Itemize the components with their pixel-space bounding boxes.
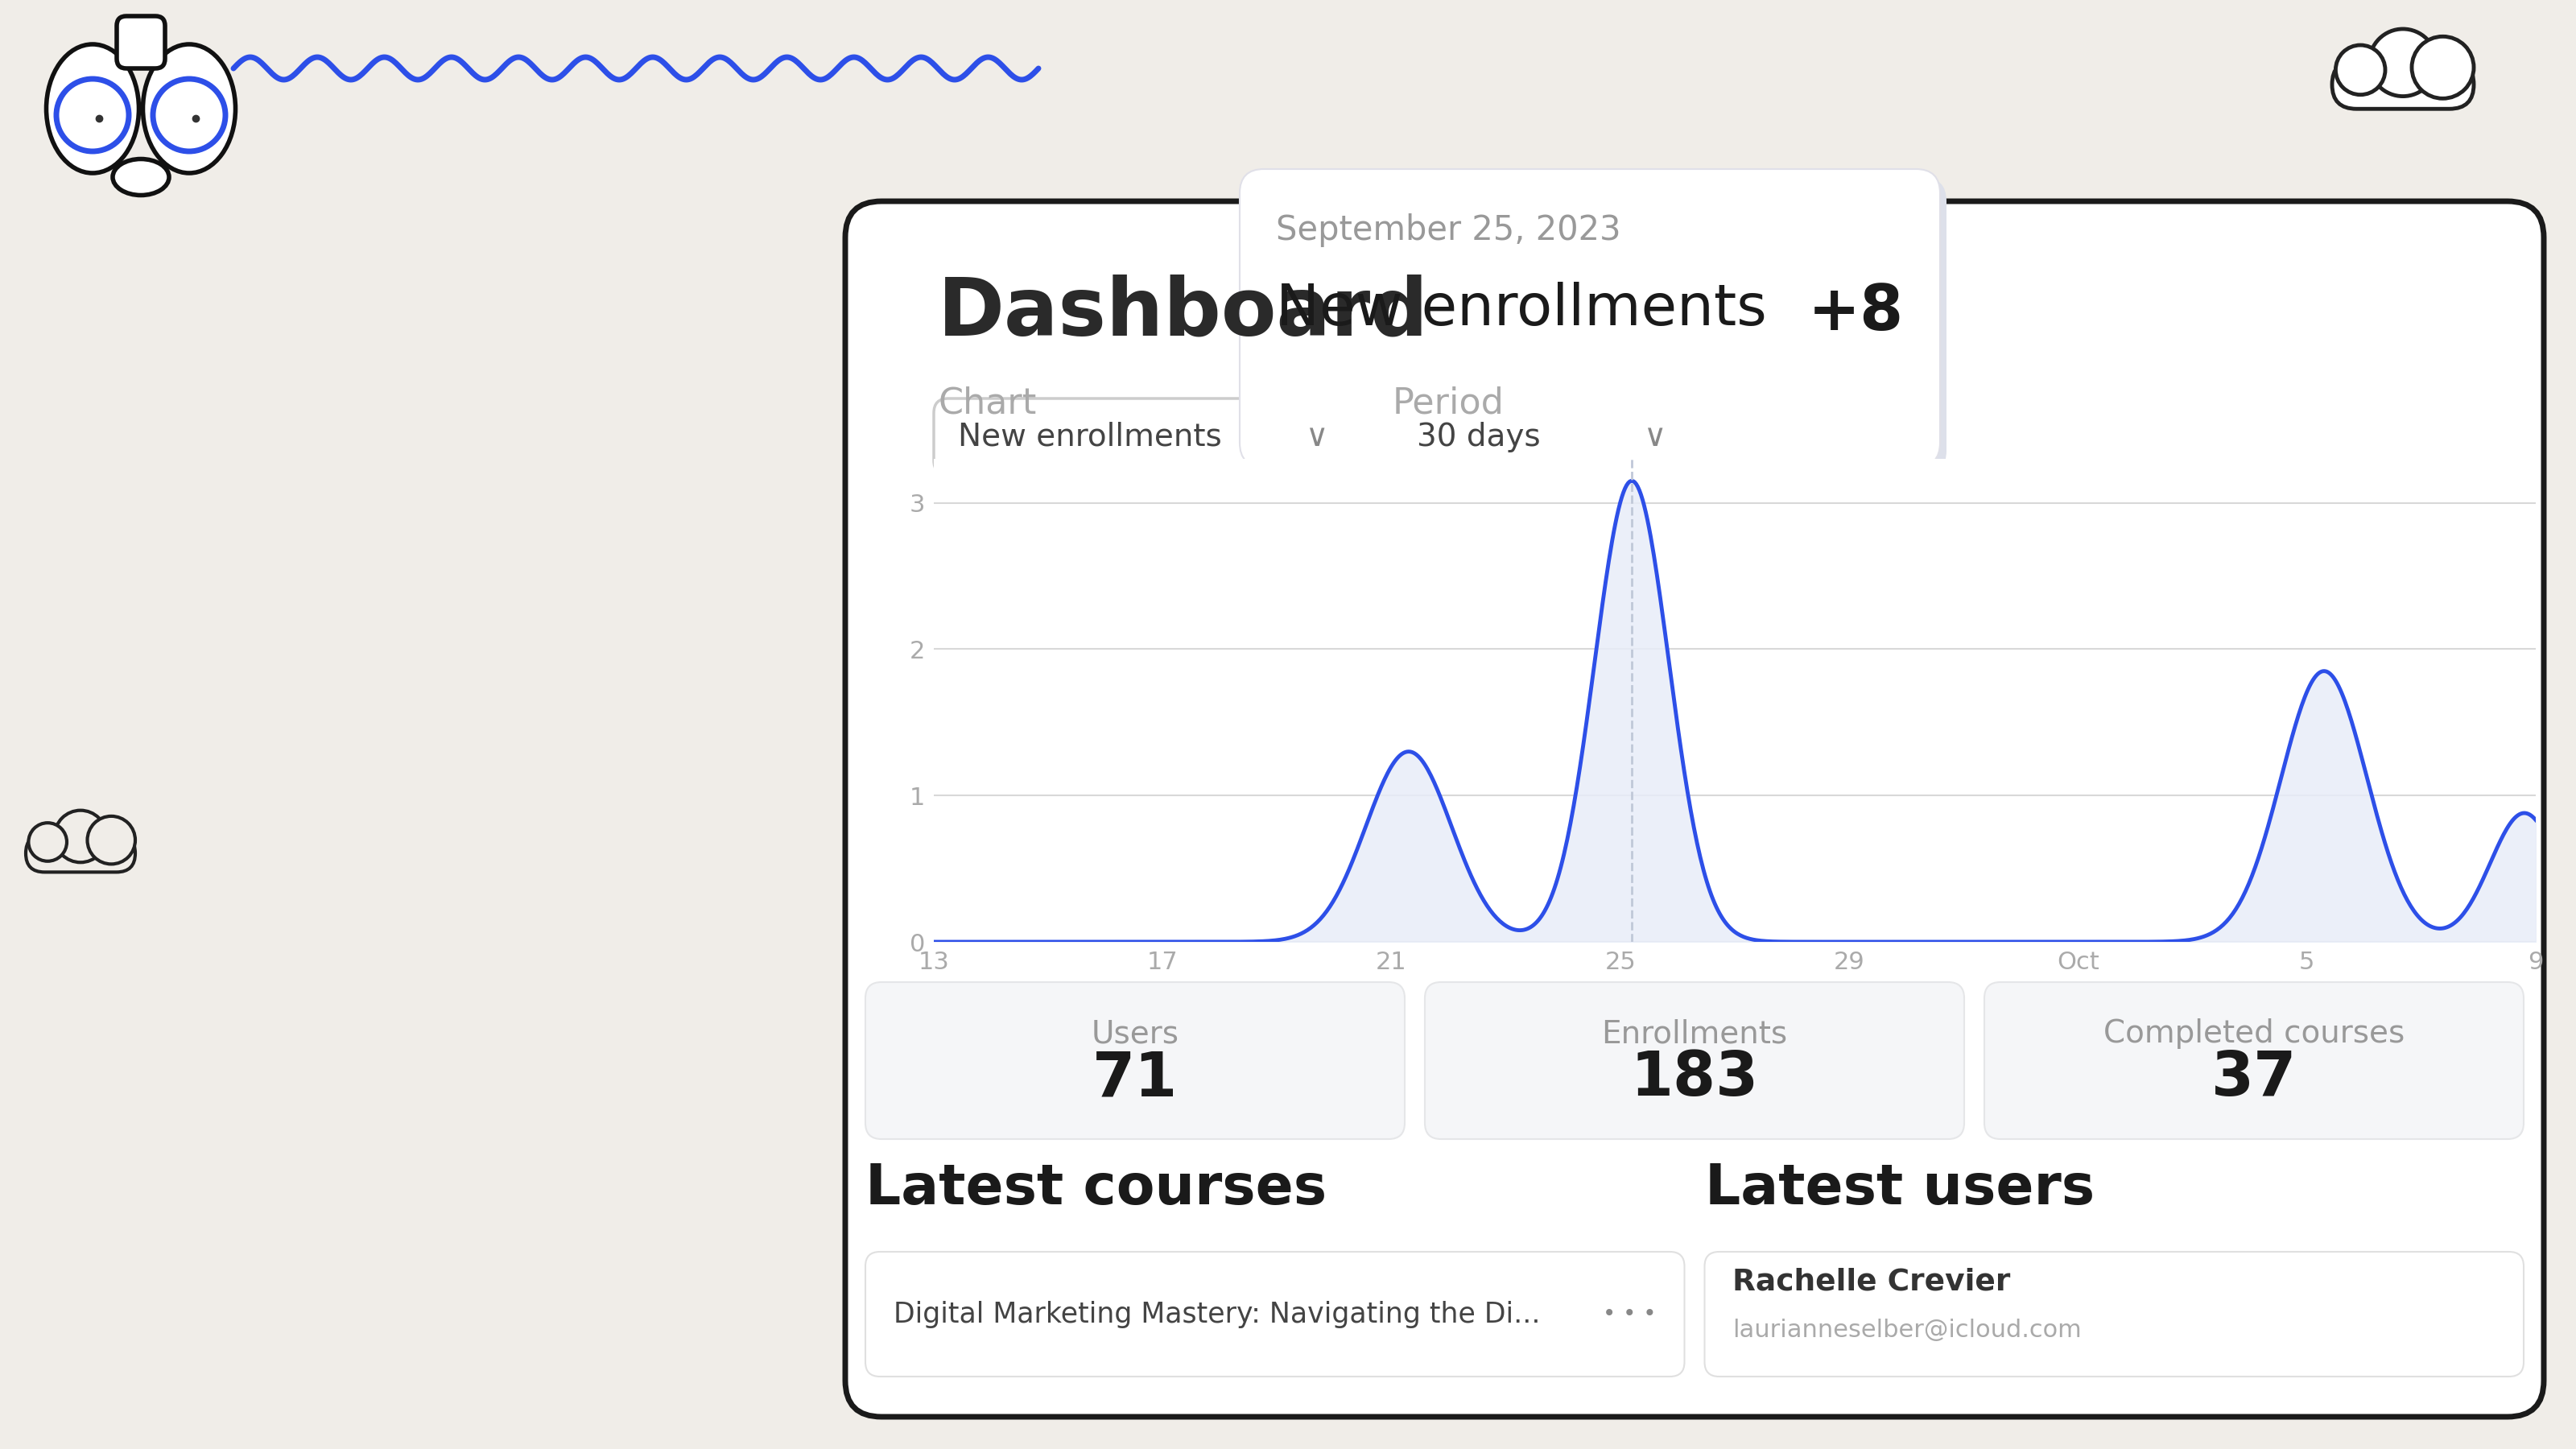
FancyBboxPatch shape	[116, 16, 165, 68]
Text: Digital Marketing Mastery: Navigating the Di...: Digital Marketing Mastery: Navigating th…	[894, 1301, 1540, 1327]
Ellipse shape	[46, 45, 139, 172]
Circle shape	[28, 823, 67, 861]
Circle shape	[2336, 45, 2385, 94]
Text: • • •: • • •	[1602, 1303, 1656, 1326]
FancyBboxPatch shape	[933, 398, 1352, 475]
Ellipse shape	[142, 45, 234, 172]
Text: Dashboard: Dashboard	[938, 274, 1430, 352]
Text: laurianneselber@icloud.com: laurianneselber@icloud.com	[1734, 1319, 2081, 1342]
FancyBboxPatch shape	[845, 201, 2545, 1417]
Text: ∨: ∨	[1643, 422, 1667, 452]
FancyBboxPatch shape	[1239, 170, 1940, 467]
Text: Enrollments: Enrollments	[1602, 1019, 1788, 1049]
Circle shape	[2370, 29, 2437, 96]
Text: 30 days: 30 days	[1417, 422, 1540, 452]
FancyBboxPatch shape	[2331, 61, 2473, 109]
Text: Latest users: Latest users	[1705, 1162, 2094, 1216]
Circle shape	[152, 78, 227, 151]
Text: New enrollments: New enrollments	[1275, 281, 1767, 338]
FancyBboxPatch shape	[1247, 177, 1947, 475]
Text: Period: Period	[1394, 387, 1504, 422]
Circle shape	[54, 810, 106, 862]
Text: 37: 37	[2210, 1049, 2298, 1108]
FancyBboxPatch shape	[1705, 1252, 2524, 1377]
Text: 71: 71	[1092, 1049, 1177, 1108]
FancyBboxPatch shape	[26, 835, 134, 872]
Text: New enrollments: New enrollments	[958, 422, 1221, 452]
FancyBboxPatch shape	[1425, 982, 1965, 1139]
FancyBboxPatch shape	[1394, 398, 1690, 475]
Text: Users: Users	[1092, 1019, 1180, 1049]
Circle shape	[2411, 36, 2473, 99]
Text: 183: 183	[1631, 1049, 1759, 1108]
Text: Latest courses: Latest courses	[866, 1162, 1327, 1216]
FancyBboxPatch shape	[1984, 982, 2524, 1139]
Text: Rachelle Crevier: Rachelle Crevier	[1734, 1268, 2012, 1297]
Circle shape	[57, 78, 129, 151]
FancyBboxPatch shape	[866, 982, 1404, 1139]
Ellipse shape	[113, 159, 170, 196]
Polygon shape	[1677, 465, 1721, 551]
Text: +8: +8	[1808, 281, 1904, 343]
Text: September 25, 2023: September 25, 2023	[1275, 213, 1620, 248]
Text: Completed courses: Completed courses	[2105, 1019, 2403, 1049]
Text: Chart: Chart	[938, 387, 1036, 422]
Circle shape	[88, 816, 134, 864]
Text: ∨: ∨	[1306, 422, 1329, 452]
FancyBboxPatch shape	[866, 1252, 1685, 1377]
